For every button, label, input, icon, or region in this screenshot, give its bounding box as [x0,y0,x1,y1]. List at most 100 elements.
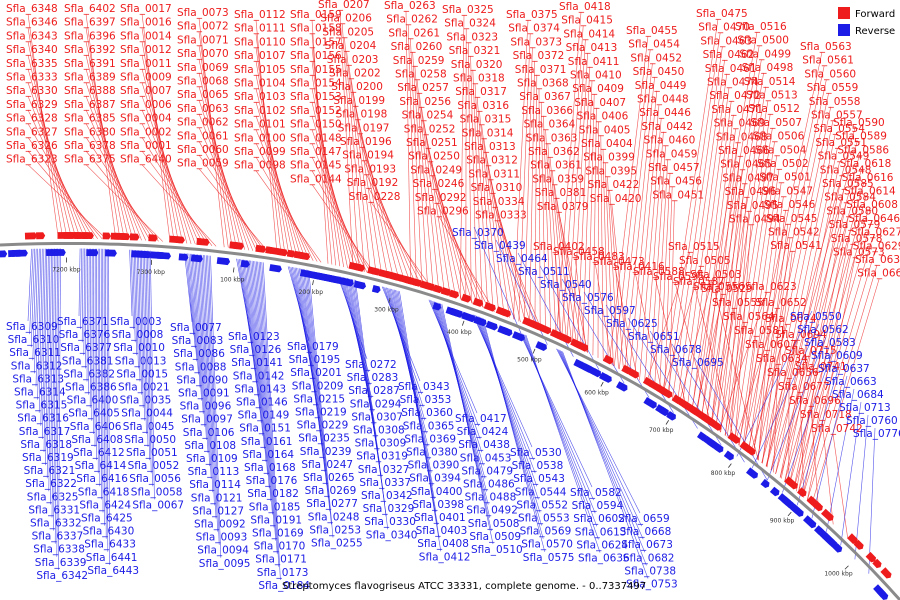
reverse-gene-label: Sfla_6441 [86,552,138,564]
forward-gene-label: Sfla_0585 [822,178,874,190]
leader-line [147,250,152,474]
forward-gene-label: Sfla_0496 [725,186,777,198]
reverse-gene-label: Sfla_0609 [811,350,863,362]
reverse-gene-label: Sfla_0106 [183,427,235,439]
leader-line [88,248,90,395]
forward-gene-label: Sfla_6389 [64,72,116,84]
forward-gene-label: Sfla_0472 [709,90,761,102]
reverse-gene-label: Sfla_6424 [79,499,131,511]
reverse-gene-label: Sfla_0343 [398,381,450,393]
forward-gene-label: Sfla_0415 [561,15,613,27]
reverse-gene [371,285,381,294]
reverse-gene-label: Sfla_0401 [414,512,466,524]
leader-line [253,260,270,489]
tick-label: 200 kbp [299,289,324,296]
leader-line [192,253,202,401]
forward-gene-label: Sfla_0102 [234,105,286,117]
forward-gene [671,394,682,405]
reverse-gene-label: Sfla_0479 [461,465,513,477]
leader-line [416,79,440,293]
leader-line [198,168,270,254]
leader-line [619,63,653,370]
forward-gene-label: Sfla_6333 [6,72,58,84]
forward-gene-label: Sfla_0063 [177,103,229,115]
forward-gene-label: Sfla_0581 [734,325,786,337]
reverse-gene-label: Sfla_0176 [246,475,298,487]
reverse-gene [449,307,464,318]
reverse-gene-label: Sfla_0575 [523,552,575,564]
leader-line [85,248,87,369]
forward-gene-label: Sfla_0098 [234,160,286,172]
reverse-gene-label: Sfla_0412 [419,551,471,563]
leader-line [524,334,599,540]
leader-line [399,291,442,552]
leader-line [868,427,876,574]
leader-line [89,248,91,408]
forward-gene-label: Sfla_6440 [120,154,172,166]
reverse-gene [769,486,780,497]
leader-line [133,249,138,356]
leader-line [782,349,834,493]
leader-line [200,254,210,467]
reverse-gene-label: Sfla_0195 [289,354,341,366]
reverse-gene-label: Sfla_0439 [474,240,526,252]
reverse-gene-label: Sfla_0488 [465,492,517,504]
forward-gene-label: Sfla_0263 [384,0,436,12]
leader-line [421,106,451,297]
reverse-gene-label: Sfla_6331 [28,504,80,516]
forward-gene-label: Sfla_0580 [826,205,878,217]
forward-gene-label: Sfla_0694 [775,329,827,341]
leader-line [609,190,624,372]
reverse-gene [603,374,612,383]
leader-line [141,150,213,246]
forward-gene-label: Sfla_6396 [64,30,116,42]
leader-line [243,259,259,397]
leader-line [262,262,281,580]
forward-gene-label: Sfla_6387 [64,99,116,111]
reverse-gene-label: Sfla_0095 [199,558,251,570]
leader-line [141,164,217,247]
leader-line [832,433,848,539]
forward-gene-label: Sfla_0205 [322,26,374,38]
reverse-gene-label: Sfla_0093 [196,532,248,544]
forward-gene-label: Sfla_0196 [340,136,392,148]
forward-gene-label: Sfla_0071 [177,34,229,46]
leader-line [592,107,597,356]
reverse-gene-label: Sfla_0143 [234,383,286,395]
leader-line [811,375,848,519]
leader-line [747,79,827,453]
forward-gene-label: Sfla_6323 [6,154,58,166]
forward-gene-label: Sfla_0257 [397,82,449,94]
forward-gene-label: Sfla_0414 [563,28,615,40]
forward-gene-label: Sfla_0150 [290,119,342,131]
forward-gene-label: Sfla_0546 [764,199,816,211]
leader-line [51,248,55,518]
leader-line [481,124,505,316]
forward-gene-label: Sfla_0407 [574,97,626,109]
forward-gene-label: Sfla_6329 [6,99,58,111]
forward-gene-label: Sfla_0260 [391,41,443,53]
forward-gene-label: Sfla_0110 [234,36,286,48]
leader-line [779,175,843,478]
forward-gene-label: Sfla_0062 [177,117,229,129]
forward-gene-label: Sfla_0411 [568,56,620,68]
leader-line [136,250,141,382]
leader-line [840,401,862,546]
reverse-gene-label: Sfla_0486 [463,479,515,491]
reverse-gene-label: Sfla_0050 [124,434,176,446]
leader-line [562,351,649,579]
forward-gene-label: Sfla_0608 [846,199,898,211]
forward-gene-label: Sfla_0374 [508,23,560,35]
leader-line [710,307,735,426]
reverse-gene-label: Sfla_0141 [231,357,283,369]
reverse-gene-label: Sfla_0753 [626,579,678,591]
forward-gene-label: Sfla_0541 [770,240,822,252]
leader-line [738,168,780,446]
reverse-gene-label: Sfla_0123 [228,331,280,343]
reverse-gene [190,254,203,263]
reverse-gene [15,249,28,257]
leader-line [667,32,721,398]
forward-gene [708,418,722,431]
reverse-gene-label: Sfla_0096 [180,401,232,413]
forward-gene-label: Sfla_0504 [755,144,807,156]
